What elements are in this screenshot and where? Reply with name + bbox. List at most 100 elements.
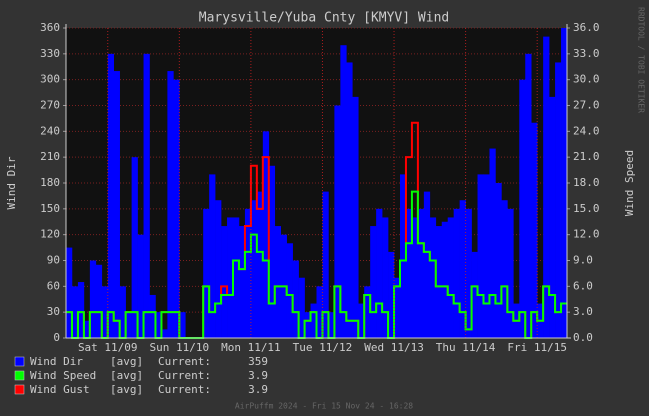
x-tick-label: Mon 11/11 xyxy=(221,341,281,354)
dir-bar xyxy=(525,53,532,338)
y-tick-label: 90 xyxy=(47,254,60,267)
dir-bar xyxy=(89,260,97,338)
legend-current-label: Current: xyxy=(158,369,211,382)
dir-bar xyxy=(489,148,496,338)
dir-bar xyxy=(167,71,174,339)
dir-bar xyxy=(561,28,568,338)
dir-bar xyxy=(221,226,228,338)
dir-bar xyxy=(334,105,341,338)
dir-bar xyxy=(250,200,258,338)
dir-bar xyxy=(155,312,162,338)
dir-bar xyxy=(310,303,317,338)
legend-current: 359 xyxy=(248,355,268,368)
y2-tick-label: 3.0 xyxy=(573,305,593,318)
y-axis-label: Wind Dir xyxy=(5,156,18,209)
y2-tick-label: 21.0 xyxy=(573,150,600,163)
y2-tick-label: 30.0 xyxy=(573,73,600,86)
x-tick-label: Sun 11/10 xyxy=(150,341,210,354)
dir-bar xyxy=(113,71,120,339)
dir-bar xyxy=(358,303,365,338)
watermark: RRDTOOL / TOBI OETIKER xyxy=(637,7,646,113)
dir-bar xyxy=(101,286,109,338)
dir-bar xyxy=(215,200,222,338)
y2-tick-label: 27.0 xyxy=(573,99,600,112)
y2-tick-label: 0.0 xyxy=(573,331,593,344)
dir-bar xyxy=(531,122,538,338)
dir-bar xyxy=(131,157,138,338)
dir-bar xyxy=(77,282,85,338)
dir-bar xyxy=(549,96,556,338)
dir-bar xyxy=(119,286,126,338)
dir-bar xyxy=(543,36,550,338)
y2-tick-label: 15.0 xyxy=(573,202,600,215)
y2-tick-label: 9.0 xyxy=(573,254,593,267)
dir-bar xyxy=(459,200,466,338)
dir-bar xyxy=(429,217,437,338)
dir-bar xyxy=(483,174,490,338)
dir-bar xyxy=(179,312,186,338)
y-tick-label: 360 xyxy=(40,21,60,34)
dir-bar xyxy=(233,217,240,338)
dir-bar xyxy=(274,226,282,338)
y-tick-label: 330 xyxy=(40,47,60,60)
dir-bar xyxy=(256,191,264,338)
dir-bar xyxy=(244,208,252,338)
x-tick-label: Fri 11/15 xyxy=(507,341,567,354)
dir-bar xyxy=(203,208,210,338)
y2-tick-label: 18.0 xyxy=(573,176,600,189)
y2-tick-label: 12.0 xyxy=(573,228,600,241)
legend-stat: [avg] xyxy=(110,355,143,368)
y2-tick-label: 33.0 xyxy=(573,47,600,60)
dir-bar xyxy=(477,174,484,338)
dir-bar xyxy=(501,200,508,338)
dir-bar xyxy=(238,226,246,338)
dir-bar xyxy=(71,286,79,338)
dir-bar xyxy=(322,191,329,338)
dir-bar xyxy=(352,96,359,338)
dir-bar xyxy=(340,45,347,338)
dir-bar xyxy=(161,329,168,338)
legend-stat: [avg] xyxy=(110,383,143,396)
dir-bar xyxy=(268,165,276,338)
y-tick-label: 270 xyxy=(40,99,60,112)
legend-current: 3.9 xyxy=(248,383,268,396)
dir-bar xyxy=(495,183,502,338)
y-tick-label: 240 xyxy=(40,124,60,137)
y-tick-label: 0 xyxy=(53,331,60,344)
y-tick-label: 120 xyxy=(40,228,60,241)
dir-bar xyxy=(423,191,431,338)
y-tick-label: 300 xyxy=(40,73,60,86)
y2-tick-label: 24.0 xyxy=(573,124,600,137)
legend-current-label: Current: xyxy=(158,355,211,368)
dir-bar xyxy=(471,251,478,338)
x-tick-label: Thu 11/14 xyxy=(436,341,496,354)
legend-swatch xyxy=(14,356,25,367)
dir-bar xyxy=(364,286,371,338)
dir-bar xyxy=(370,226,377,338)
dir-bar xyxy=(417,208,425,338)
dir-bar xyxy=(447,217,454,338)
dir-bar xyxy=(107,53,115,338)
legend-swatch xyxy=(14,370,25,381)
dir-bar xyxy=(346,62,353,338)
dir-bar xyxy=(328,312,335,338)
dir-bar xyxy=(137,234,144,338)
x-tick-label: Tue 11/12 xyxy=(293,341,353,354)
dir-bar xyxy=(507,208,514,338)
dir-bar xyxy=(411,217,419,338)
y-tick-label: 180 xyxy=(40,176,60,189)
legend-name: Wind Dir xyxy=(30,355,83,368)
y-tick-label: 60 xyxy=(47,279,60,292)
dir-bar xyxy=(519,79,526,339)
footer: AirPuffm 2024 - Fri 15 Nov 24 - 16:28 xyxy=(235,402,413,411)
dir-bar xyxy=(286,243,293,338)
dir-bar xyxy=(388,251,395,338)
dir-bar xyxy=(382,217,389,338)
dir-bar xyxy=(394,277,401,338)
speed-line xyxy=(66,190,567,339)
legend-name: Wind Speed xyxy=(30,369,96,382)
legend-stat: [avg] xyxy=(110,369,143,382)
dir-bar xyxy=(66,247,73,338)
dir-bar xyxy=(555,62,562,338)
